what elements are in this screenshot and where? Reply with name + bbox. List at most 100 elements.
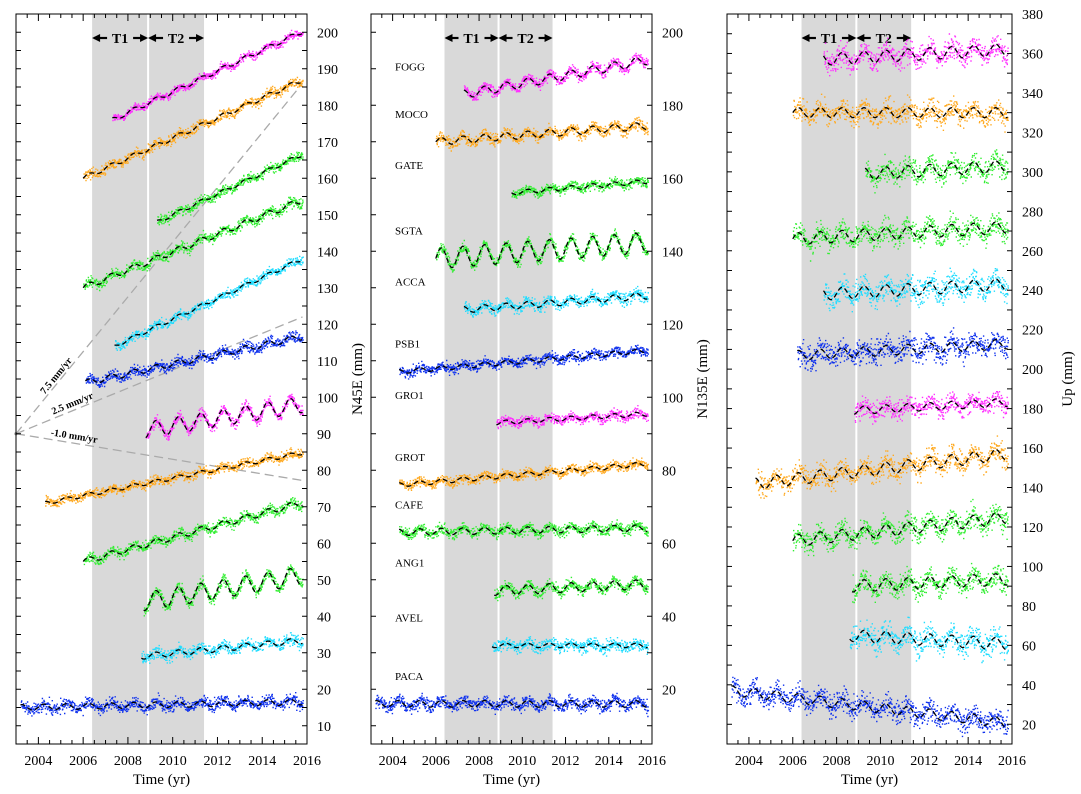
x-tick-label: 2008 [465,754,493,769]
rate-line [15,316,303,435]
x-tick-label: 2014 [954,754,982,769]
y-tick-label: 100 [317,391,338,406]
t1-arrow-label: T1 [112,32,128,47]
x-axis-title: Time (yr) [483,772,540,788]
data-points [755,435,1009,499]
y-tick-label: 280 [1022,205,1043,220]
trend-fit-line [398,348,648,374]
t1-arrow-label: T1 [463,32,479,47]
y-tick-label: 160 [662,172,683,187]
t1-arrow-arrowhead-right [140,34,149,42]
x-tick-label: 2012 [552,754,580,769]
y-tick-label: 180 [317,99,338,114]
y-axis-title: Up (mm) [1060,351,1076,406]
data-points [112,29,304,122]
x-tick-label: 2016 [998,754,1026,769]
series [864,149,1009,194]
trend-fit-line [82,502,303,562]
y-tick-label: 110 [317,355,337,370]
trend-fit-line [849,629,1008,651]
data-points [792,93,1009,133]
series [792,93,1009,133]
t2-arrow-label: T2 [517,32,533,47]
station-label-acca: ACCA [395,277,426,289]
x-tick-label: 2010 [159,754,187,769]
t1-arrow-arrowhead-right [490,34,499,42]
station-label-paca: PACA [395,671,423,683]
y-tick-label: 40 [662,610,676,625]
trend-fit-line [511,179,648,196]
station-label-ang1: ANG1 [395,558,424,570]
station-label-moco: MOCO [395,109,428,121]
series [141,632,304,664]
x-axis-title: Time (yr) [133,772,190,788]
series [849,616,1009,664]
y-tick-label: 60 [317,537,331,552]
y-tick-label: 320 [1022,126,1043,141]
station-label-grot: GROT [395,452,425,464]
series [822,33,1009,77]
x-tick-label: 2008 [823,754,851,769]
trend-fit-line [864,160,1008,180]
series: GATE [395,160,650,199]
y-tick-label: 20 [1022,718,1036,733]
series [851,562,1009,604]
trend-fit-line [822,43,1008,66]
y-axis: 20 40 60 80 100 120 140 160 180 200 N135E (mm) [371,26,711,727]
y-tick-label: 80 [317,464,331,479]
y-tick-label: 40 [317,610,331,625]
series: ANG1 [395,558,649,602]
data-points [852,562,1009,604]
x-axis: 2004 2006 2008 2010 2012 2014 2016 Time (yr) [726,14,1026,788]
t1-arrow-arrowhead-left [444,34,453,42]
trend-fit-line [114,259,303,346]
y-tick-label: 160 [1022,442,1043,457]
series [792,210,1009,262]
x-tick-label: 2004 [735,754,763,769]
y-tick-label: 200 [662,26,683,41]
series [143,564,304,617]
y-tick-label: 100 [662,391,683,406]
x-tick-label: 2010 [866,754,894,769]
series [853,391,1009,425]
t1-arrow-arrowhead-right [848,34,857,42]
series [85,330,304,388]
trend-fit-line [797,339,1008,361]
x-tick-label: 2014 [248,754,276,769]
trend-fit-line [435,122,648,145]
y-tick-label: 20 [662,683,676,698]
x-axis: 2004 2006 2008 2010 2012 2014 2016 Time (yr) [15,14,321,788]
y-tick-label: 190 [317,63,338,78]
series: FOGG [395,52,649,101]
series [755,435,1009,499]
series: PSB1 [395,339,649,380]
series [145,393,304,441]
series [114,255,304,351]
y-tick-label: 60 [1022,639,1036,654]
y-tick-label: 70 [317,501,331,516]
t2-arrow-label: T2 [876,32,892,47]
trend-fit-line [463,292,648,313]
y-tick-label: 100 [1022,560,1043,575]
y-tick-label: 260 [1022,245,1043,260]
station-label-gro1: GRO1 [395,390,424,402]
station-label-avel: AVEL [395,612,423,624]
y-tick-label: 60 [662,537,676,552]
trend-fit-line [82,81,303,179]
period-arrows: T1 T2 [444,32,553,47]
trend-fit-line [82,201,303,289]
series: ACCA [395,277,649,318]
trend-fit-line [494,579,648,597]
x-tick-label: 2004 [24,754,52,769]
trend-fit-line [491,642,648,649]
trend-fit-line [141,638,303,660]
trend-fit-line [156,155,303,221]
series [797,327,1009,372]
y-tick-label: 240 [1022,284,1043,299]
trend-fit-line [45,452,303,504]
y-tick-label: 140 [662,245,683,260]
x-tick-label: 2010 [508,754,536,769]
trend-fit-line [398,524,648,537]
trend-fit-line [792,221,1008,245]
